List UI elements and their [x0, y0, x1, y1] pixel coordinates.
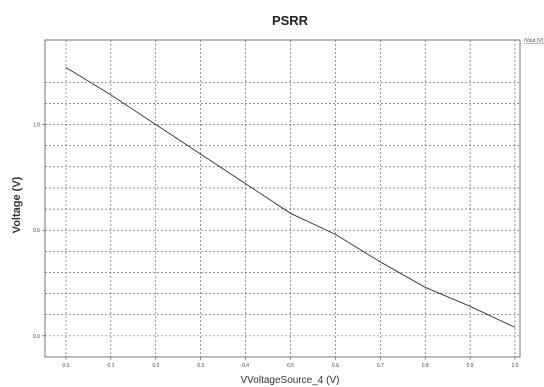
chart-title: PSRR [272, 13, 309, 28]
y-ticks: 0.0 0.5 1.0 [33, 123, 45, 340]
x-tick-label: 0.7 [377, 363, 384, 369]
x-tick-label: 0.0 [63, 363, 70, 369]
x-tick-label: 0.6 [332, 363, 339, 369]
x-tick-label: 1.0 [512, 363, 519, 369]
y-axis-label: Voltage (V) [11, 176, 23, 233]
y-tick-label: 0.0 [33, 334, 40, 340]
x-tick-label: 0.3 [197, 363, 204, 369]
x-tick-label: 0.1 [107, 363, 114, 369]
plot-area [44, 39, 521, 358]
y-tick-label: 1.0 [33, 123, 40, 129]
x-axis-label: VVoltageSource_4 (V) [241, 375, 340, 386]
grid [45, 40, 520, 357]
series-line-vout [65, 67, 516, 328]
x-tick-label: 0.2 [152, 363, 159, 369]
legend-entry: /Vout (V) [524, 38, 544, 44]
x-tick-label: 0.9 [467, 363, 474, 369]
x-tick-label: 0.8 [422, 363, 429, 369]
y-tick-label: 0.5 [33, 228, 40, 234]
x-tick-label: 0.5 [287, 363, 294, 369]
x-tick-label: 0.4 [242, 363, 249, 369]
x-ticks: 0.0 0.1 0.2 0.3 0.4 0.5 0.6 0.7 0.8 0.9 1.0 [63, 357, 519, 369]
